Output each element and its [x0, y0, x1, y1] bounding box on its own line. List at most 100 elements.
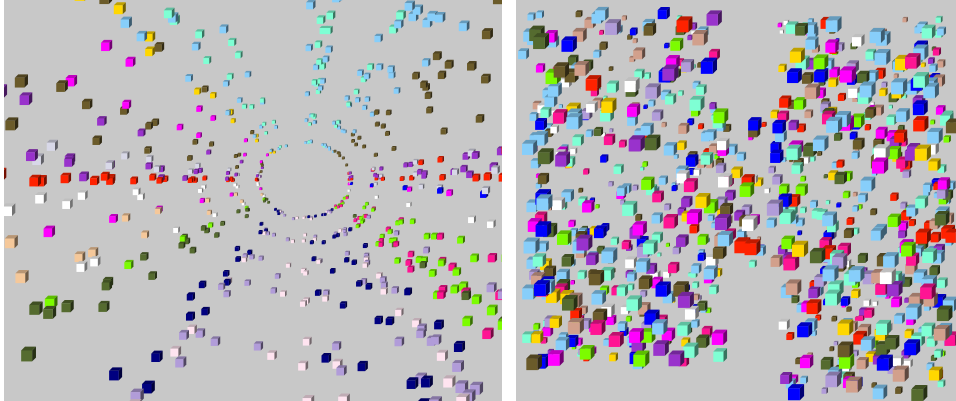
cube	[858, 192, 868, 203]
cube	[291, 217, 295, 221]
cube	[779, 29, 785, 34]
cube	[43, 225, 56, 238]
cube	[913, 116, 929, 132]
cube	[417, 168, 423, 175]
cube	[15, 269, 29, 284]
cube	[616, 185, 628, 196]
cube	[387, 65, 395, 73]
cube	[259, 187, 263, 191]
cube	[875, 319, 891, 335]
cube	[852, 204, 859, 212]
cube	[468, 215, 476, 224]
cube	[833, 132, 843, 141]
cube	[779, 209, 795, 225]
cube	[285, 262, 292, 268]
cube	[903, 358, 913, 368]
cube	[905, 303, 922, 320]
cube	[936, 277, 948, 289]
cube	[609, 352, 618, 362]
cube	[766, 199, 783, 216]
cube	[555, 336, 570, 351]
cube	[872, 157, 889, 174]
cube	[258, 255, 264, 261]
cube	[302, 336, 312, 346]
cube	[487, 252, 498, 263]
cube	[627, 283, 635, 291]
cube	[810, 199, 818, 208]
cube	[357, 69, 364, 76]
cube	[817, 150, 823, 156]
cube	[64, 156, 75, 167]
cube	[693, 168, 702, 176]
cube	[341, 156, 345, 160]
cube	[309, 240, 314, 245]
cube	[355, 96, 361, 103]
cube	[179, 234, 187, 242]
cube	[543, 265, 557, 278]
cube	[187, 324, 197, 334]
cube	[664, 93, 677, 105]
cube	[198, 280, 207, 289]
cube	[606, 80, 619, 93]
cube	[534, 280, 550, 296]
cube	[663, 213, 678, 229]
cube	[921, 24, 936, 39]
cube	[170, 345, 182, 357]
cube	[456, 393, 470, 401]
cube	[362, 262, 369, 268]
cube	[82, 98, 93, 110]
cube	[608, 66, 614, 71]
cube	[603, 133, 616, 146]
cube	[255, 138, 259, 143]
cube	[869, 27, 885, 44]
cube	[592, 308, 608, 324]
cube	[271, 232, 276, 237]
cube	[661, 121, 667, 128]
cube	[652, 190, 664, 203]
cube	[105, 160, 115, 170]
cube	[795, 183, 808, 196]
cube	[420, 80, 428, 89]
cube	[406, 201, 412, 208]
cube	[329, 267, 336, 274]
cube	[609, 128, 614, 133]
cube	[387, 228, 393, 235]
cube	[708, 48, 720, 60]
cube	[629, 27, 638, 36]
cube	[373, 152, 378, 157]
cube	[452, 360, 464, 372]
cube	[151, 118, 160, 127]
cube	[703, 265, 718, 280]
cube	[317, 85, 324, 91]
cube	[692, 281, 700, 289]
cube	[393, 240, 400, 247]
cube	[342, 129, 347, 134]
cube	[788, 119, 799, 131]
cube	[353, 88, 360, 95]
cube	[866, 69, 879, 83]
cube	[324, 25, 333, 35]
cube	[772, 119, 786, 134]
cube	[643, 104, 648, 109]
cube	[905, 53, 921, 69]
cube	[305, 43, 313, 52]
cube	[421, 375, 433, 388]
cube	[761, 121, 767, 127]
cube	[356, 280, 363, 287]
cube	[470, 253, 479, 263]
cube	[437, 187, 444, 194]
cube	[756, 236, 762, 241]
cube	[321, 240, 326, 245]
cube	[273, 150, 276, 154]
cube	[779, 183, 790, 195]
cube	[852, 227, 860, 235]
cube	[720, 202, 734, 216]
cube	[46, 139, 58, 151]
cube	[809, 247, 826, 264]
cube	[262, 121, 267, 126]
cube	[222, 80, 230, 87]
cube	[920, 62, 926, 68]
cube	[785, 279, 802, 295]
cube	[691, 263, 702, 274]
cube	[822, 265, 839, 282]
